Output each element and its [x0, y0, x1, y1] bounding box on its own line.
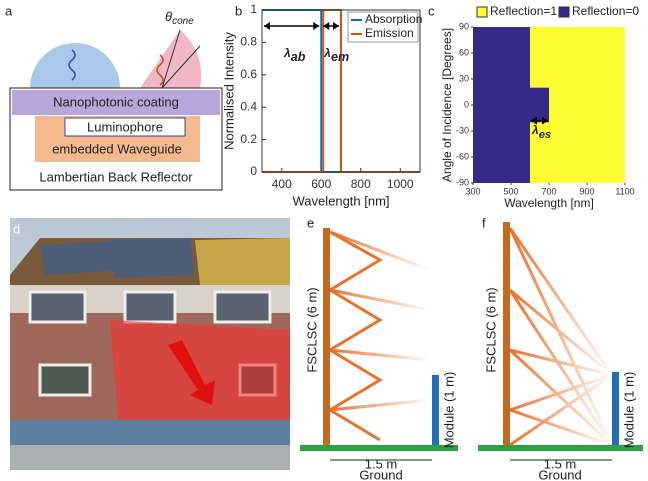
subscript: em: [331, 50, 349, 64]
collector-label: FSCLSC (6 m): [483, 287, 498, 372]
panel-f: f FSCLSC (6 m) Module (1 m) 1.5 m Ground: [478, 215, 643, 481]
x-tick-label: 500: [503, 186, 518, 196]
y-tick-label: -60: [456, 151, 469, 161]
y-tick-label: 0.6: [240, 67, 257, 81]
y-tick-label: -30: [456, 125, 469, 135]
label: Lambertian Back Reflector: [39, 169, 193, 184]
label: Nanophotonic coating: [53, 94, 179, 109]
y-tick-label: 30: [459, 73, 469, 83]
symbol: λ: [323, 46, 331, 60]
symbol: θ: [165, 9, 172, 24]
panel-label: b: [235, 3, 242, 18]
annotation: λem: [323, 46, 349, 64]
x-tick-label: 1100: [615, 186, 634, 196]
ground-label: Ground: [359, 467, 402, 481]
y-tick-label: 0.4: [240, 99, 257, 113]
panel-e: e FSCLSC (6 m) Module (1 m) 1.5 m Ground: [300, 215, 458, 481]
collector-label: FSCLSC (6 m): [304, 287, 319, 372]
region: [530, 88, 549, 123]
x-tick-label: 1000: [387, 177, 414, 191]
region: [473, 27, 530, 183]
subscript: ab: [291, 50, 306, 64]
x-tick-label: 400: [272, 177, 292, 191]
panel-label: c: [428, 3, 435, 18]
legend-swatch: [559, 7, 569, 17]
y-axis-label: Angle of Incidence [Degrees]: [440, 28, 454, 182]
panel-label: a: [5, 3, 13, 18]
module-label: Module (1 m): [441, 372, 456, 449]
legend-label: Emission: [365, 26, 414, 40]
angle-label: θcone: [165, 9, 194, 26]
y-tick-label: 1: [250, 2, 257, 16]
y-tick-label: 0: [250, 164, 257, 178]
subscript: es: [539, 129, 551, 141]
module-label: Module (1 m): [621, 372, 636, 449]
photo: d: [10, 218, 290, 470]
legend-label: Absorption: [365, 12, 422, 26]
panel-label: f: [482, 215, 486, 230]
panel-label: d: [13, 221, 20, 236]
x-tick-label: 600: [311, 177, 331, 191]
label: Luminophore: [87, 119, 163, 134]
y-tick-label: 0.2: [240, 132, 257, 146]
x-tick-label: 700: [541, 186, 556, 196]
x-axis-label: Wavelength [nm]: [504, 196, 594, 210]
x-axis-label: Wavelength [nm]: [292, 193, 389, 208]
figure: a Nanophotonic coating Luminophore embed…: [0, 0, 648, 481]
y-tick-label: 0: [464, 99, 469, 109]
legend-swatch: [477, 7, 487, 17]
legend-label: Reflection=1: [490, 4, 557, 18]
y-tick-label: 90: [459, 21, 469, 31]
x-tick-label: 800: [351, 177, 371, 191]
x-tick-label: 900: [579, 186, 594, 196]
label: embedded Waveguide: [52, 141, 182, 156]
symbol: λ: [283, 46, 291, 60]
cone-blue: [30, 43, 120, 88]
symbol: λ: [531, 123, 539, 137]
panel-label: e: [307, 215, 314, 230]
y-tick-label: 60: [459, 47, 469, 57]
y-tick-label: 0.8: [240, 35, 257, 49]
panel-a: a Nanophotonic coating Luminophore embed…: [5, 3, 222, 190]
x-tick-label: 300: [465, 186, 480, 196]
y-axis-label: Normalised Intensity: [221, 32, 236, 150]
legend-label: Reflection=0: [572, 4, 639, 18]
subscript: cone: [172, 16, 194, 27]
annotation: λab: [283, 46, 306, 64]
ground-label: Ground: [538, 467, 581, 481]
